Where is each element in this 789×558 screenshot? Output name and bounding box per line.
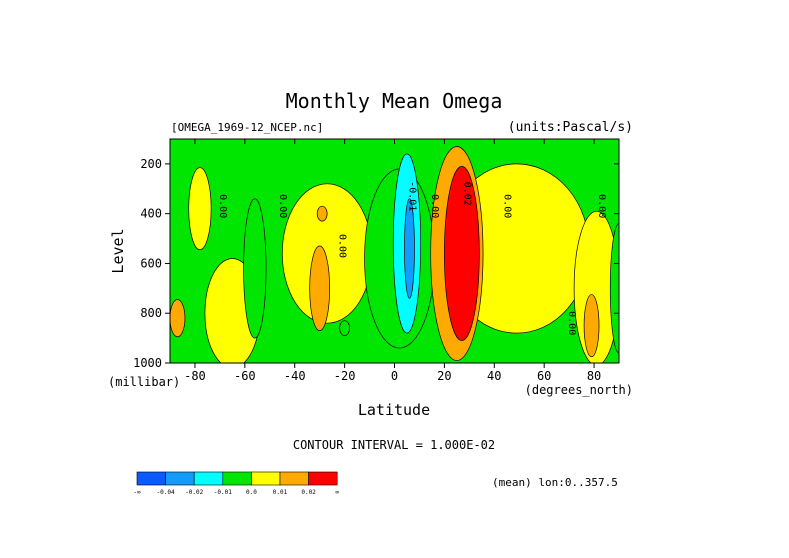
contour-labels: 0.00 0.00 0.00 -0.01 0.00 0.02 0.00 0.00 0.00 [217, 181, 607, 335]
contour-label: 0.00 [596, 194, 607, 218]
contour-region-12 [309, 245, 330, 331]
legend-swatch [165, 471, 195, 486]
contour-region-2 [188, 167, 212, 251]
contour-interval-text: CONTOUR INTERVAL = 1.000E-02 [293, 438, 495, 452]
legend-swatch [279, 471, 309, 486]
x-tick-label: 0 [391, 369, 398, 383]
x-tick-label: 20 [437, 369, 451, 383]
chart-title: Monthly Mean Omega [286, 89, 503, 113]
x-tick-label: 80 [587, 369, 601, 383]
y-axis: 200 400 600 800 1000 [133, 157, 619, 370]
legend-label: 0.0 [246, 489, 257, 496]
legend-label: 0.01 [273, 489, 288, 496]
subtitle-right: (units:Pascal/s) [508, 120, 633, 135]
x-tick-label: -60 [234, 369, 256, 383]
x-tick-label: -20 [334, 369, 356, 383]
contour-region-14 [583, 294, 600, 358]
y-tick-label: 1000 [133, 356, 162, 370]
y-axis-unit: (millibar) [108, 375, 180, 389]
color-legend: -∞ -0.04 -0.02 -0.01 0.0 0.01 0.02 ∞ [133, 471, 339, 496]
subtitle-left: [OMEGA_1969-12_NCEP.nc] [171, 121, 323, 134]
contour-label: 0.00 [501, 194, 512, 218]
legend-label: ∞ [335, 489, 339, 496]
x-tick-label: -40 [284, 369, 306, 383]
y-tick-label: 800 [140, 306, 162, 320]
legend-swatch [222, 471, 252, 486]
y-tick-label: 200 [140, 157, 162, 171]
x-tick-label: 40 [487, 369, 501, 383]
legend-swatch [193, 471, 224, 486]
filled-contours [170, 146, 619, 363]
contour-label: 0.00 [217, 194, 228, 218]
contour-label: -0.01 [406, 181, 417, 211]
x-axis: -80 -60 -40 -20 0 20 40 60 80 [184, 139, 601, 383]
contour-region-11 [444, 166, 480, 341]
legend-label: -∞ [133, 489, 141, 496]
legend-swatch [136, 471, 166, 486]
contour-region-7 [609, 223, 619, 354]
contour-label: 0.00 [429, 194, 440, 218]
contour-label: 0.00 [277, 194, 288, 218]
y-tick-label: 600 [140, 256, 162, 270]
x-axis-unit: (degrees_north) [525, 383, 633, 397]
x-tick-label: -80 [184, 369, 206, 383]
legend-swatch [308, 471, 338, 486]
legend-label: -0.01 [214, 489, 232, 496]
x-tick-label: 60 [537, 369, 551, 383]
info-text: (mean) lon:0..357.5 [492, 476, 618, 489]
contour-region-15 [170, 299, 186, 338]
contour-region-9 [404, 198, 415, 299]
legend-label: -0.02 [185, 489, 203, 496]
y-tick-label: 400 [140, 207, 162, 221]
plot-area: 0.00 0.00 0.00 -0.01 0.00 0.02 0.00 0.00 0.00 [169, 138, 620, 364]
contour-label: 0.00 [566, 311, 577, 335]
y-axis-label: Level [109, 228, 127, 273]
legend-label: 0.02 [301, 489, 316, 496]
contour-region-13 [316, 205, 328, 222]
contour-region-16 [339, 320, 350, 336]
contour-label: 0.02 [461, 182, 472, 206]
contour-region-6 [243, 198, 267, 339]
x-axis-label: Latitude [358, 401, 430, 419]
contour-label: 0.00 [337, 234, 348, 258]
legend-label: -0.04 [157, 489, 175, 496]
legend-swatch [251, 471, 281, 486]
